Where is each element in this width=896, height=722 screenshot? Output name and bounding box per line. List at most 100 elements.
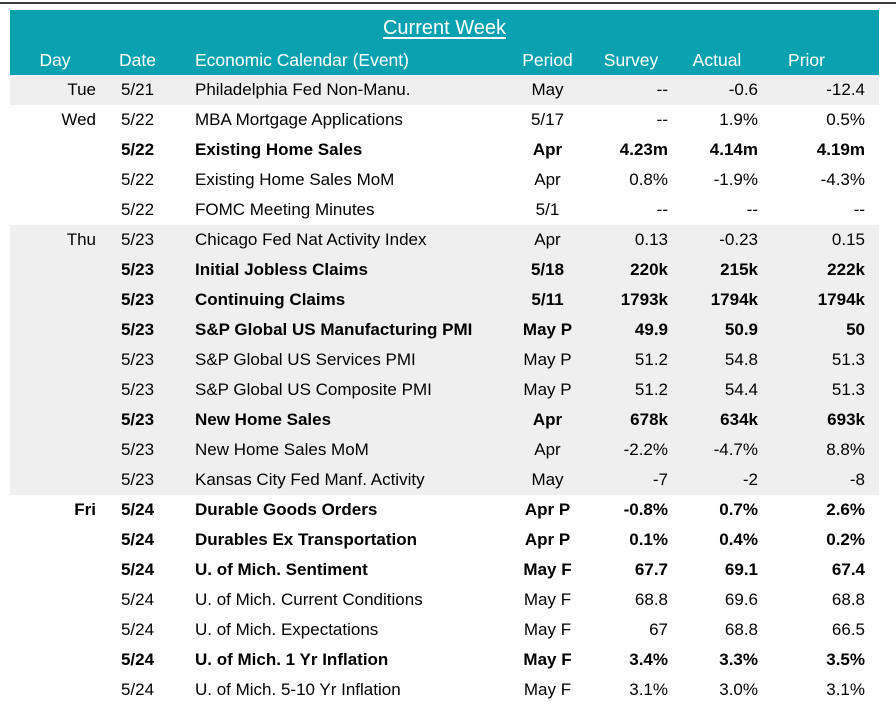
- cell-prior: 8.8%: [826, 440, 865, 459]
- cell-date: 5/24: [120, 620, 155, 639]
- cell-survey: 67.7: [634, 560, 668, 579]
- table-row: 5/23 Kansas City Fed Manf. Activity May -7 -…: [10, 465, 879, 495]
- cell-event: Durable Goods Orders: [195, 500, 378, 519]
- cell-survey: 67: [649, 620, 668, 639]
- table-row: 5/23 S&P Global US Composite PMI May P 51.2…: [10, 375, 879, 405]
- column-header-date: Date: [119, 50, 156, 70]
- column-header-row: Day Date Economic Calendar (Event) Perio…: [10, 45, 879, 75]
- cell-event: Existing Home Sales: [195, 140, 363, 159]
- cell-event: Existing Home Sales MoM: [195, 170, 395, 189]
- cell-actual: 0.7%: [719, 500, 758, 519]
- cell-prior: 66.5: [831, 620, 865, 639]
- top-border-line: [0, 2, 896, 4]
- cell-actual: 3.0%: [719, 680, 758, 699]
- cell-period: Apr P: [524, 500, 571, 519]
- cell-period: May P: [523, 350, 572, 369]
- cell-survey: --: [656, 200, 668, 219]
- cell-prior: 51.3: [831, 380, 865, 399]
- cell-survey: --: [656, 80, 668, 99]
- cell-day: [10, 315, 100, 345]
- cell-date: 5/23: [120, 380, 155, 399]
- cell-day: [10, 585, 100, 615]
- cell-event: New Home Sales MoM: [195, 440, 369, 459]
- cell-actual: 215k: [720, 260, 758, 279]
- cell-day: Fri: [74, 500, 96, 519]
- cell-event: U. of Mich. 1 Yr Inflation: [195, 650, 389, 669]
- cell-period: Apr: [532, 410, 563, 429]
- table-row: 5/24 Durables Ex Transportation Apr P 0.1% 0…: [10, 525, 879, 555]
- cell-actual: 50.9: [724, 320, 758, 339]
- cell-actual: 54.8: [724, 350, 758, 369]
- cell-day: [10, 555, 100, 585]
- cell-day: Tue: [67, 80, 96, 99]
- table-row: 5/22 Existing Home Sales MoM Apr 0.8% -1.9% -…: [10, 165, 879, 195]
- cell-actual: 634k: [720, 410, 758, 429]
- cell-survey: -7: [652, 470, 668, 489]
- cell-period: Apr: [534, 440, 561, 459]
- cell-prior: 3.5%: [826, 650, 865, 669]
- cell-survey: --: [656, 110, 668, 129]
- table-row: 5/24 U. of Mich. Current Conditions May F 6…: [10, 585, 879, 615]
- cell-day: [10, 675, 100, 705]
- table-row: 5/23 New Home Sales Apr 678k 634k 693k: [10, 405, 879, 435]
- column-header-survey: Survey: [603, 50, 659, 70]
- cell-period: Apr P: [524, 530, 571, 549]
- cell-date: 5/21: [120, 80, 155, 99]
- cell-survey: 4.23m: [619, 140, 668, 159]
- cell-day: [10, 165, 100, 195]
- cell-date: 5/22: [120, 140, 155, 159]
- table-row: 5/22 Existing Home Sales Apr 4.23m 4.14m 4.19…: [10, 135, 879, 165]
- cell-survey: 3.4%: [629, 650, 668, 669]
- cell-survey: 3.1%: [629, 680, 668, 699]
- cell-period: May F: [523, 560, 572, 579]
- cell-prior: 50: [846, 320, 865, 339]
- cell-date: 5/23: [120, 410, 155, 429]
- table-row: 5/24 U. of Mich. 5-10 Yr Inflation May F 3.…: [10, 675, 879, 705]
- cell-period: 5/11: [531, 290, 564, 309]
- cell-period: May F: [523, 650, 572, 669]
- cell-date: 5/23: [120, 290, 155, 309]
- cell-period: Apr: [532, 140, 563, 159]
- cell-date: 5/24: [120, 500, 155, 519]
- cell-actual: 1794k: [710, 290, 758, 309]
- cell-survey: 49.9: [634, 320, 668, 339]
- cell-date: 5/24: [120, 560, 155, 579]
- cell-event: MBA Mortgage Applications: [195, 110, 403, 129]
- cell-date: 5/23: [120, 260, 155, 279]
- cell-survey: 51.2: [634, 350, 668, 369]
- table-row: Wed 5/22 MBA Mortgage Applications 5/17 -- 1.…: [10, 105, 879, 135]
- cell-period: Apr: [534, 170, 561, 189]
- cell-date: 5/24: [120, 590, 155, 609]
- cell-survey: -0.8%: [623, 500, 668, 519]
- cell-prior: 4.19m: [816, 140, 865, 159]
- cell-date: 5/23: [120, 470, 155, 489]
- cell-survey: 0.1%: [629, 530, 668, 549]
- cell-date: 5/24: [120, 680, 155, 699]
- column-header-period: Period: [522, 50, 573, 70]
- cell-actual: -0.6: [728, 80, 758, 99]
- cell-prior: 1794k: [817, 290, 865, 309]
- cell-day: [10, 465, 100, 495]
- cell-actual: 1.9%: [719, 110, 758, 129]
- cell-actual: -2: [742, 470, 758, 489]
- cell-prior: 68.8: [831, 590, 865, 609]
- economic-calendar-table: Current Week Day Date Economic Calendar …: [10, 10, 879, 705]
- table-title: Current Week: [382, 17, 506, 39]
- cell-day: [10, 285, 100, 315]
- cell-event: U. of Mich. Expectations: [195, 620, 379, 639]
- table-body: Tue 5/21 Philadelphia Fed Non-Manu. May -- -0…: [10, 75, 879, 705]
- cell-date: 5/23: [120, 350, 155, 369]
- cell-day: [10, 375, 100, 405]
- cell-event: S&P Global US Services PMI: [195, 350, 416, 369]
- cell-day: [10, 135, 100, 165]
- cell-prior: 3.1%: [826, 680, 865, 699]
- cell-prior: 2.6%: [826, 500, 865, 519]
- cell-period: 5/1: [535, 200, 560, 219]
- cell-survey: 51.2: [634, 380, 668, 399]
- cell-survey: 1793k: [620, 290, 668, 309]
- cell-event: Durables Ex Transportation: [195, 530, 417, 549]
- table-row: 5/24 U. of Mich. Expectations May F 67 68.8 6…: [10, 615, 879, 645]
- cell-period: May F: [523, 590, 572, 609]
- cell-actual: 4.14m: [709, 140, 758, 159]
- cell-period: May: [531, 80, 564, 99]
